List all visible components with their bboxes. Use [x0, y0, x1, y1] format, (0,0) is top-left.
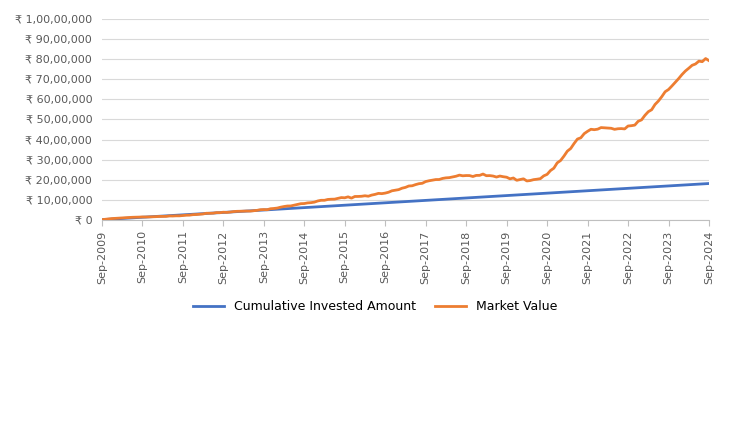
Legend: Cumulative Invested Amount, Market Value: Cumulative Invested Amount, Market Value: [188, 295, 562, 318]
